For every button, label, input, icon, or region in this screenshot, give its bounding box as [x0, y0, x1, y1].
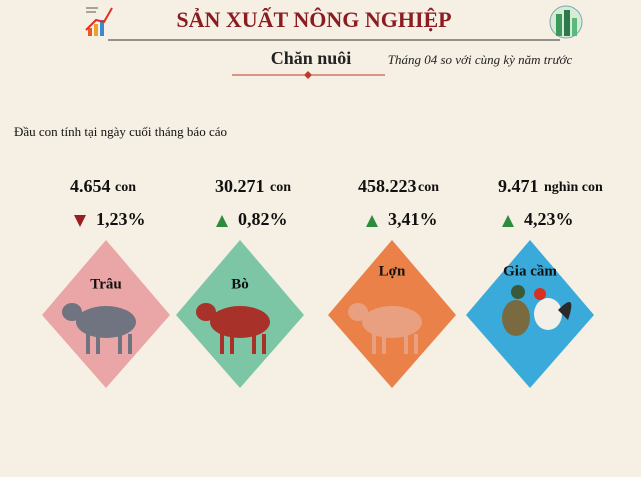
title: SẢN XUẤT NÔNG NGHIỆP [176, 7, 451, 32]
trend-arrow [216, 215, 228, 227]
subtitle: Tháng 04 so với cùng kỳ năm trước [388, 52, 573, 67]
unit: con [418, 180, 439, 195]
animal-label: Gia cầm [503, 263, 557, 279]
head [348, 303, 368, 321]
leg [86, 334, 90, 354]
trend-arrow [366, 215, 378, 227]
leg [404, 334, 408, 354]
change: 3,41% [388, 209, 438, 229]
unit: nghìn con [544, 180, 603, 195]
leg [414, 334, 418, 354]
unit: con [270, 180, 291, 195]
unit: con [115, 180, 136, 195]
value: 4.654 [70, 176, 111, 196]
change: 4,23% [524, 209, 574, 229]
animal-illustration [502, 285, 572, 336]
leg [382, 334, 386, 354]
trend-arrow [502, 215, 514, 227]
animal-label: Lợn [379, 263, 406, 279]
animal-illustration [196, 303, 270, 354]
animal-illustration [62, 303, 136, 354]
head [62, 303, 82, 321]
leg [230, 334, 234, 354]
duck [502, 300, 530, 336]
body [210, 306, 270, 338]
value: 9.471 [498, 176, 539, 196]
body [76, 306, 136, 338]
rooster-head [534, 288, 546, 300]
body [362, 306, 422, 338]
animal-label: Bò [231, 276, 249, 292]
value: 458.223 [358, 176, 417, 196]
leg [262, 334, 266, 354]
leg [220, 334, 224, 354]
head [196, 303, 216, 321]
diamond [466, 240, 594, 388]
leg [252, 334, 256, 354]
animal-label: Trâu [90, 276, 121, 292]
animal-illustration [348, 303, 422, 354]
change: 1,23% [96, 209, 146, 229]
ornament [304, 71, 312, 79]
rooster [534, 298, 562, 330]
logo [549, 5, 583, 39]
change: 0,82% [238, 209, 288, 229]
leg [128, 334, 132, 354]
note: Đầu con tính tại ngày cuối tháng báo cáo [14, 124, 227, 139]
trend-arrow [74, 215, 86, 227]
value: 30.271 [215, 176, 265, 196]
leg [118, 334, 122, 354]
duck-head [511, 285, 525, 299]
tail [558, 302, 572, 320]
chart-icon [85, 7, 113, 36]
leg [372, 334, 376, 354]
section-title: Chăn nuôi [271, 48, 352, 68]
leg [96, 334, 100, 354]
items: 4.654 con 1,23% Trâu 30.271 con 0,82% Bò 458.223… [42, 176, 603, 388]
